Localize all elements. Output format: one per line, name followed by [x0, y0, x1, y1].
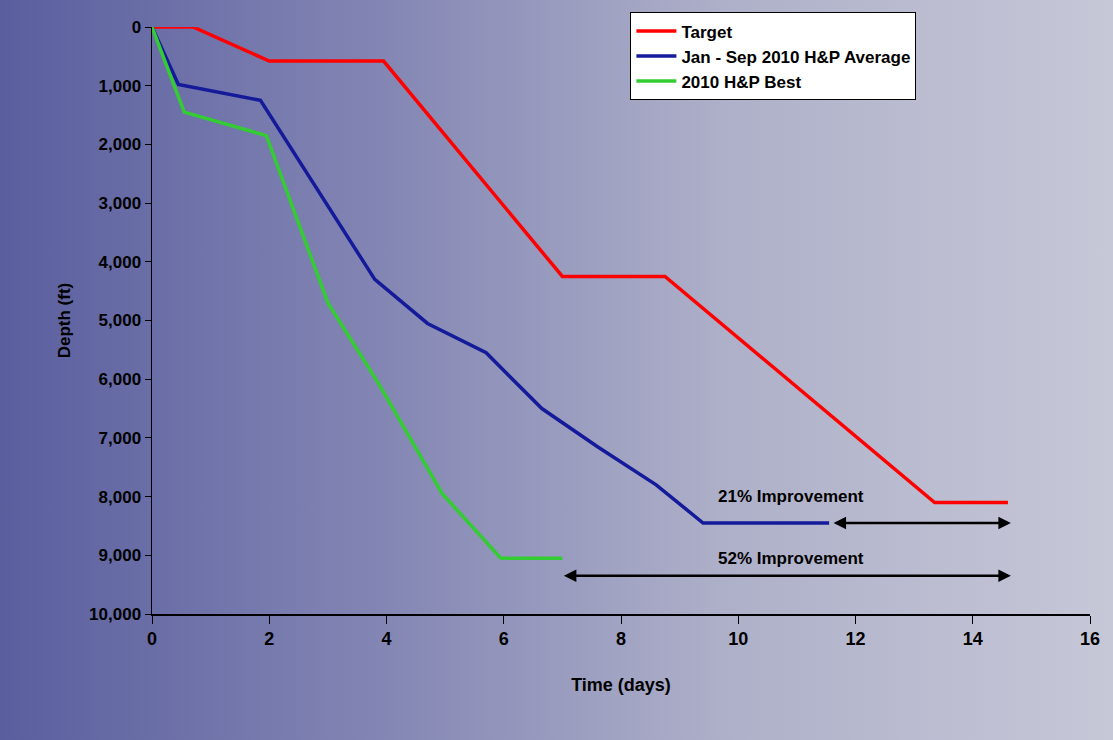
- svg-text:21% Improvement: 21% Improvement: [718, 487, 864, 506]
- svg-text:2010 H&P Best: 2010 H&P Best: [681, 73, 801, 92]
- svg-text:Target: Target: [681, 23, 732, 42]
- svg-text:4,000: 4,000: [99, 253, 142, 272]
- svg-text:Depth (ft): Depth (ft): [55, 283, 74, 359]
- svg-text:14: 14: [963, 629, 983, 649]
- svg-text:Time (days): Time (days): [571, 675, 671, 695]
- svg-text:10: 10: [728, 629, 748, 649]
- svg-text:7,000: 7,000: [99, 429, 142, 448]
- svg-text:12: 12: [845, 629, 865, 649]
- svg-text:4: 4: [381, 629, 391, 649]
- svg-text:0: 0: [147, 629, 157, 649]
- svg-text:8: 8: [616, 629, 626, 649]
- svg-text:2: 2: [264, 629, 274, 649]
- svg-text:3,000: 3,000: [99, 194, 142, 213]
- svg-text:6,000: 6,000: [99, 370, 142, 389]
- svg-text:5,000: 5,000: [99, 311, 142, 330]
- svg-text:1,000: 1,000: [99, 77, 142, 96]
- svg-text:9,000: 9,000: [99, 546, 142, 565]
- svg-text:8,000: 8,000: [99, 488, 142, 507]
- svg-text:Jan - Sep 2010 H&P Average: Jan - Sep 2010 H&P Average: [681, 48, 910, 67]
- svg-text:16: 16: [1080, 629, 1100, 649]
- svg-text:52% Improvement: 52% Improvement: [718, 549, 864, 568]
- svg-text:6: 6: [499, 629, 509, 649]
- svg-text:0: 0: [132, 18, 141, 37]
- svg-text:10,000: 10,000: [89, 605, 141, 624]
- svg-text:2,000: 2,000: [99, 135, 142, 154]
